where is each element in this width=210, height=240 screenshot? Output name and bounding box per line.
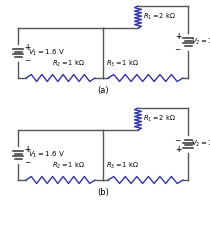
Text: +: + [24, 43, 30, 52]
Text: $-$: $-$ [24, 54, 32, 63]
Text: $V_1 = 1.6$ V: $V_1 = 1.6$ V [28, 48, 65, 58]
Text: $V_1 = 1.6$ V: $V_1 = 1.6$ V [28, 150, 65, 160]
Text: +: + [176, 145, 182, 154]
Text: $V_2 = 1.4$ V: $V_2 = 1.4$ V [191, 37, 210, 47]
Text: (b): (b) [97, 188, 109, 197]
Text: $R_1 = 2$ k$\Omega$: $R_1 = 2$ k$\Omega$ [143, 12, 176, 22]
Text: +: + [176, 32, 182, 41]
Text: $-$: $-$ [174, 134, 182, 143]
Text: $-$: $-$ [24, 156, 32, 165]
Text: $R_2 = 1$ k$\Omega$: $R_2 = 1$ k$\Omega$ [52, 59, 85, 69]
Text: +: + [24, 145, 30, 154]
Text: $R_3 = 1$ k$\Omega$: $R_3 = 1$ k$\Omega$ [106, 161, 139, 171]
Text: $-$: $-$ [174, 43, 182, 52]
Text: (a): (a) [97, 86, 109, 95]
Text: $R_3 = 1$ k$\Omega$: $R_3 = 1$ k$\Omega$ [106, 59, 139, 69]
Text: $R_1 = 2$ k$\Omega$: $R_1 = 2$ k$\Omega$ [143, 114, 176, 124]
Text: $R_2 = 1$ k$\Omega$: $R_2 = 1$ k$\Omega$ [52, 161, 85, 171]
Text: $V_2 = 1.4$ V: $V_2 = 1.4$ V [191, 139, 210, 149]
